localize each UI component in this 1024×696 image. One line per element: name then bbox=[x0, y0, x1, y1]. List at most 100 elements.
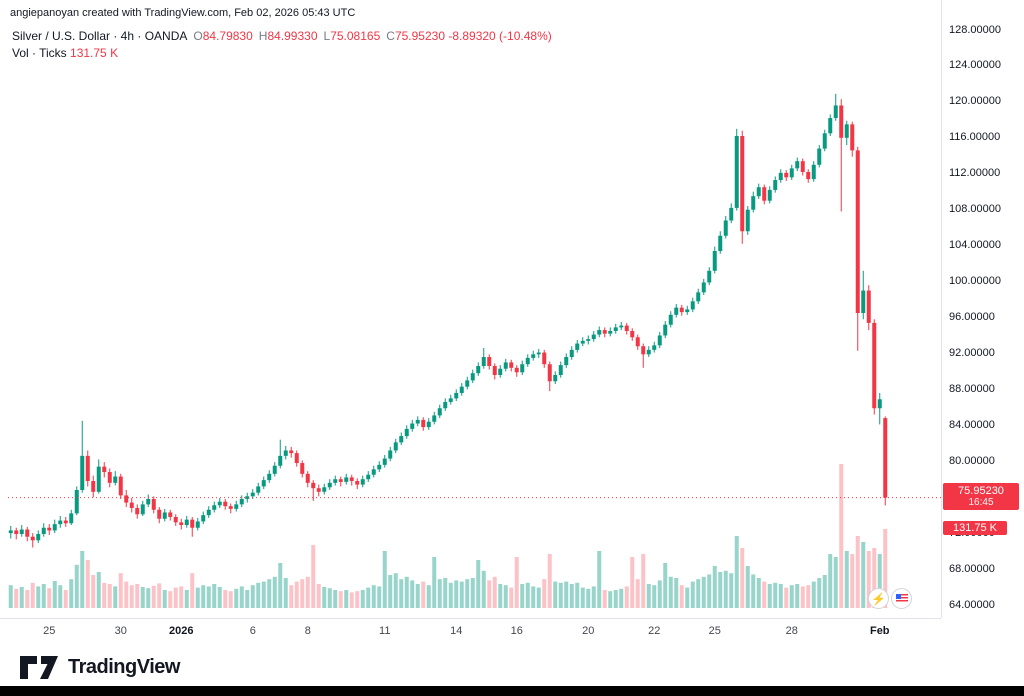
candle[interactable] bbox=[844, 124, 849, 138]
candle[interactable] bbox=[745, 209, 750, 232]
candle[interactable] bbox=[520, 364, 525, 373]
candle[interactable] bbox=[503, 362, 508, 369]
candle[interactable] bbox=[712, 251, 717, 271]
candle[interactable] bbox=[201, 515, 206, 522]
candle[interactable] bbox=[459, 386, 464, 393]
candle[interactable] bbox=[470, 373, 475, 381]
candle[interactable] bbox=[492, 366, 497, 375]
candle[interactable] bbox=[8, 530, 13, 534]
candle[interactable] bbox=[883, 418, 888, 498]
candle[interactable] bbox=[366, 474, 371, 480]
candle[interactable] bbox=[239, 498, 244, 505]
candle[interactable] bbox=[80, 455, 85, 490]
candle[interactable] bbox=[476, 366, 481, 374]
lightning-event-icon[interactable]: ⚡ bbox=[868, 588, 889, 609]
candle[interactable] bbox=[294, 453, 299, 464]
candle[interactable] bbox=[646, 349, 651, 355]
candle[interactable] bbox=[168, 512, 173, 517]
candle[interactable] bbox=[767, 189, 772, 201]
candlestick-chart[interactable] bbox=[0, 0, 941, 618]
candle[interactable] bbox=[102, 466, 107, 473]
candle[interactable] bbox=[300, 463, 305, 474]
candle[interactable] bbox=[586, 339, 591, 341]
candle[interactable] bbox=[531, 354, 536, 358]
candle[interactable] bbox=[437, 408, 442, 416]
candle[interactable] bbox=[113, 476, 118, 483]
candle[interactable] bbox=[217, 501, 222, 506]
candle[interactable] bbox=[344, 477, 349, 482]
candle[interactable] bbox=[135, 507, 140, 515]
candle[interactable] bbox=[245, 496, 250, 499]
candle[interactable] bbox=[256, 486, 261, 493]
candle[interactable] bbox=[349, 477, 354, 482]
candle[interactable] bbox=[773, 180, 778, 190]
candle[interactable] bbox=[553, 375, 558, 382]
candle[interactable] bbox=[866, 290, 871, 323]
candle[interactable] bbox=[855, 150, 860, 314]
candle[interactable] bbox=[338, 479, 343, 482]
candle[interactable] bbox=[756, 187, 761, 197]
candle[interactable] bbox=[608, 330, 613, 334]
candle[interactable] bbox=[316, 488, 321, 492]
candle[interactable] bbox=[674, 307, 679, 315]
candle[interactable] bbox=[729, 207, 734, 221]
candle[interactable] bbox=[206, 509, 211, 516]
candle[interactable] bbox=[52, 524, 57, 531]
candle[interactable] bbox=[877, 399, 882, 409]
candle[interactable] bbox=[25, 529, 30, 537]
candle[interactable] bbox=[872, 322, 877, 409]
candle[interactable] bbox=[778, 172, 783, 181]
candle[interactable] bbox=[514, 367, 519, 373]
candle[interactable] bbox=[146, 498, 151, 505]
candle[interactable] bbox=[663, 324, 668, 336]
candle[interactable] bbox=[393, 442, 398, 451]
candle[interactable] bbox=[272, 465, 277, 474]
candle[interactable] bbox=[179, 522, 184, 526]
candle[interactable] bbox=[322, 487, 327, 492]
candle[interactable] bbox=[635, 337, 640, 347]
candle[interactable] bbox=[305, 473, 310, 483]
candle[interactable] bbox=[250, 492, 255, 497]
candle[interactable] bbox=[333, 479, 338, 483]
candle[interactable] bbox=[41, 527, 46, 535]
candle[interactable] bbox=[448, 398, 453, 402]
candle[interactable] bbox=[261, 480, 266, 487]
candle[interactable] bbox=[410, 423, 415, 429]
candle[interactable] bbox=[96, 466, 101, 492]
candle[interactable] bbox=[63, 520, 68, 524]
candle[interactable] bbox=[487, 357, 492, 367]
candle[interactable] bbox=[619, 325, 624, 328]
candle[interactable] bbox=[740, 136, 745, 232]
candle[interactable] bbox=[30, 536, 35, 541]
candle[interactable] bbox=[839, 105, 844, 138]
candle[interactable] bbox=[85, 455, 90, 482]
candle[interactable] bbox=[47, 527, 52, 531]
candle[interactable] bbox=[800, 161, 805, 172]
candle[interactable] bbox=[371, 469, 376, 475]
candle[interactable] bbox=[36, 534, 41, 541]
candle[interactable] bbox=[118, 476, 123, 496]
candle[interactable] bbox=[426, 421, 431, 428]
candle[interactable] bbox=[542, 352, 547, 365]
candle[interactable] bbox=[74, 490, 79, 514]
candle[interactable] bbox=[382, 458, 387, 465]
candle[interactable] bbox=[575, 343, 580, 350]
candle[interactable] bbox=[861, 290, 866, 314]
candle[interactable] bbox=[421, 419, 426, 428]
candle[interactable] bbox=[547, 364, 552, 382]
candle[interactable] bbox=[624, 325, 629, 331]
candle[interactable] bbox=[613, 327, 618, 331]
price-axis[interactable]: 75.95230 16:45 131.75 K 128.00000 124.000… bbox=[941, 0, 1024, 618]
candle[interactable] bbox=[822, 133, 827, 149]
candle[interactable] bbox=[151, 498, 156, 510]
candle[interactable] bbox=[580, 340, 585, 344]
candle[interactable] bbox=[432, 415, 437, 422]
candle[interactable] bbox=[602, 330, 607, 334]
candle[interactable] bbox=[690, 301, 695, 310]
candle[interactable] bbox=[124, 495, 129, 503]
candle[interactable] bbox=[630, 330, 635, 338]
candle[interactable] bbox=[162, 512, 167, 519]
candle[interactable] bbox=[140, 504, 145, 515]
candle[interactable] bbox=[811, 164, 816, 180]
candle[interactable] bbox=[454, 392, 459, 399]
